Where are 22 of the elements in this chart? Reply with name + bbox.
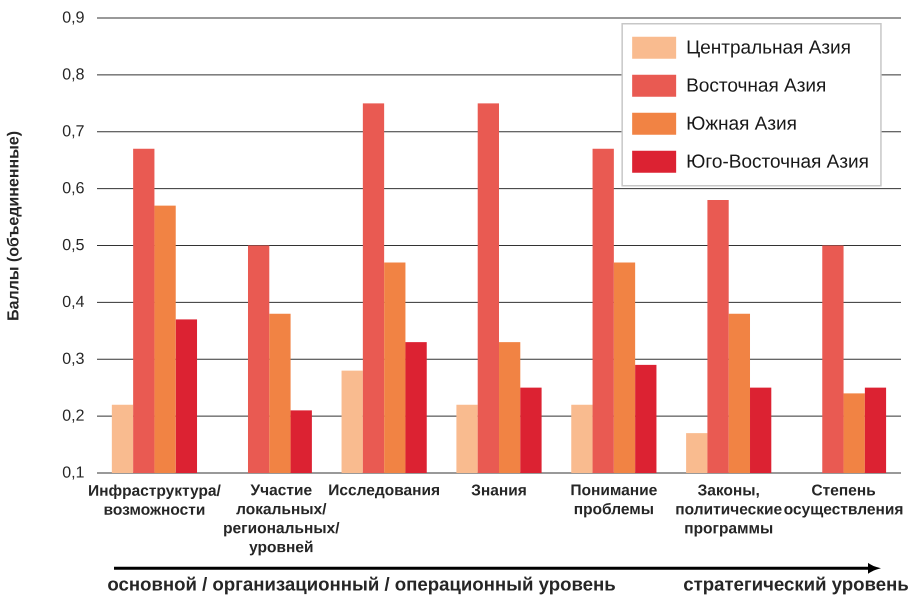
y-tick-label: 0,5: [62, 238, 84, 252]
x-tick-label: Инфраструктура/ возможности: [89, 484, 221, 515]
x-tick-label: Знания: [472, 484, 526, 496]
text: стратегический уровень: [684, 576, 908, 594]
legend-label: Южная Азия: [688, 116, 796, 130]
y-tick-label: 0,9: [62, 11, 84, 25]
y-tick-label: 0,6: [62, 182, 84, 196]
y-tick-label: 0,3: [62, 352, 84, 366]
y-tick-label: 0,1: [62, 466, 84, 480]
y-tick-label: 0,7: [62, 125, 84, 138]
x-tick-label: Исследования: [329, 484, 439, 498]
text: основной / организационный / операционный уровень: [108, 576, 615, 594]
x-tick-label: Степень осуществления: [784, 484, 902, 518]
legend-label: Юго-Восточная Азия: [688, 154, 868, 168]
y-tick-label: 0,2: [62, 410, 84, 423]
x-tick-label: Понимание проблемы: [571, 484, 657, 518]
y-tick-label: 0,4: [62, 296, 84, 309]
legend-label: Центральная Азия: [688, 40, 850, 58]
y-tick-label: 0,8: [62, 68, 84, 82]
legend-label: Восточная Азия: [688, 78, 826, 92]
x-tick-label: Законы, политические программы: [676, 484, 782, 537]
y-axis-title: Баллы (объединенные): [6, 132, 22, 320]
